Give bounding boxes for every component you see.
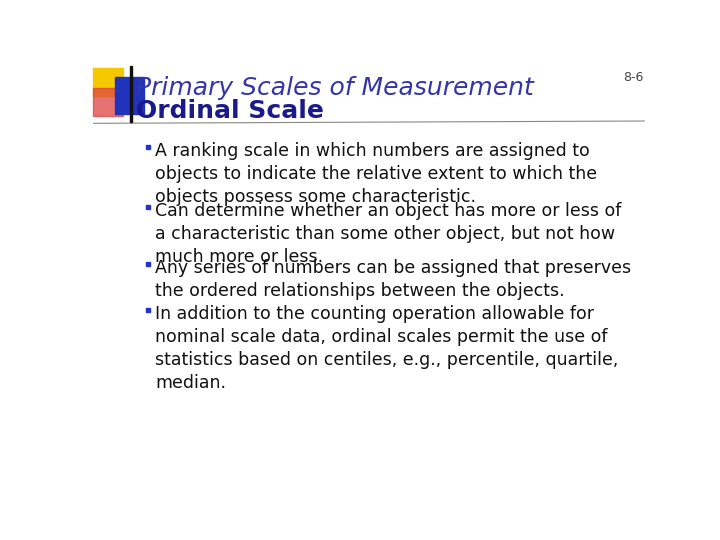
Text: A ranking scale in which numbers are assigned to
objects to indicate the relativ: A ranking scale in which numbers are ass…	[155, 142, 597, 206]
Text: In addition to the counting operation allowable for
nominal scale data, ordinal : In addition to the counting operation al…	[155, 305, 618, 392]
Text: Can determine whether an object has more or less of
a characteristic than some o: Can determine whether an object has more…	[155, 202, 621, 266]
Bar	[114, 77, 144, 114]
Bar	[93, 88, 122, 116]
Text: Any series of numbers can be assigned that preserves
the ordered relationships b: Any series of numbers can be assigned th…	[155, 259, 631, 300]
Bar	[130, 66, 132, 122]
Bar	[93, 68, 122, 96]
Bar	[145, 145, 150, 148]
Text: Ordinal Scale: Ordinal Scale	[137, 99, 325, 123]
Bar	[145, 262, 150, 266]
Text: 8-6: 8-6	[623, 71, 644, 84]
Bar	[145, 308, 150, 312]
Bar	[145, 205, 150, 209]
Text: Primary Scales of Measurement: Primary Scales of Measurement	[137, 76, 534, 99]
